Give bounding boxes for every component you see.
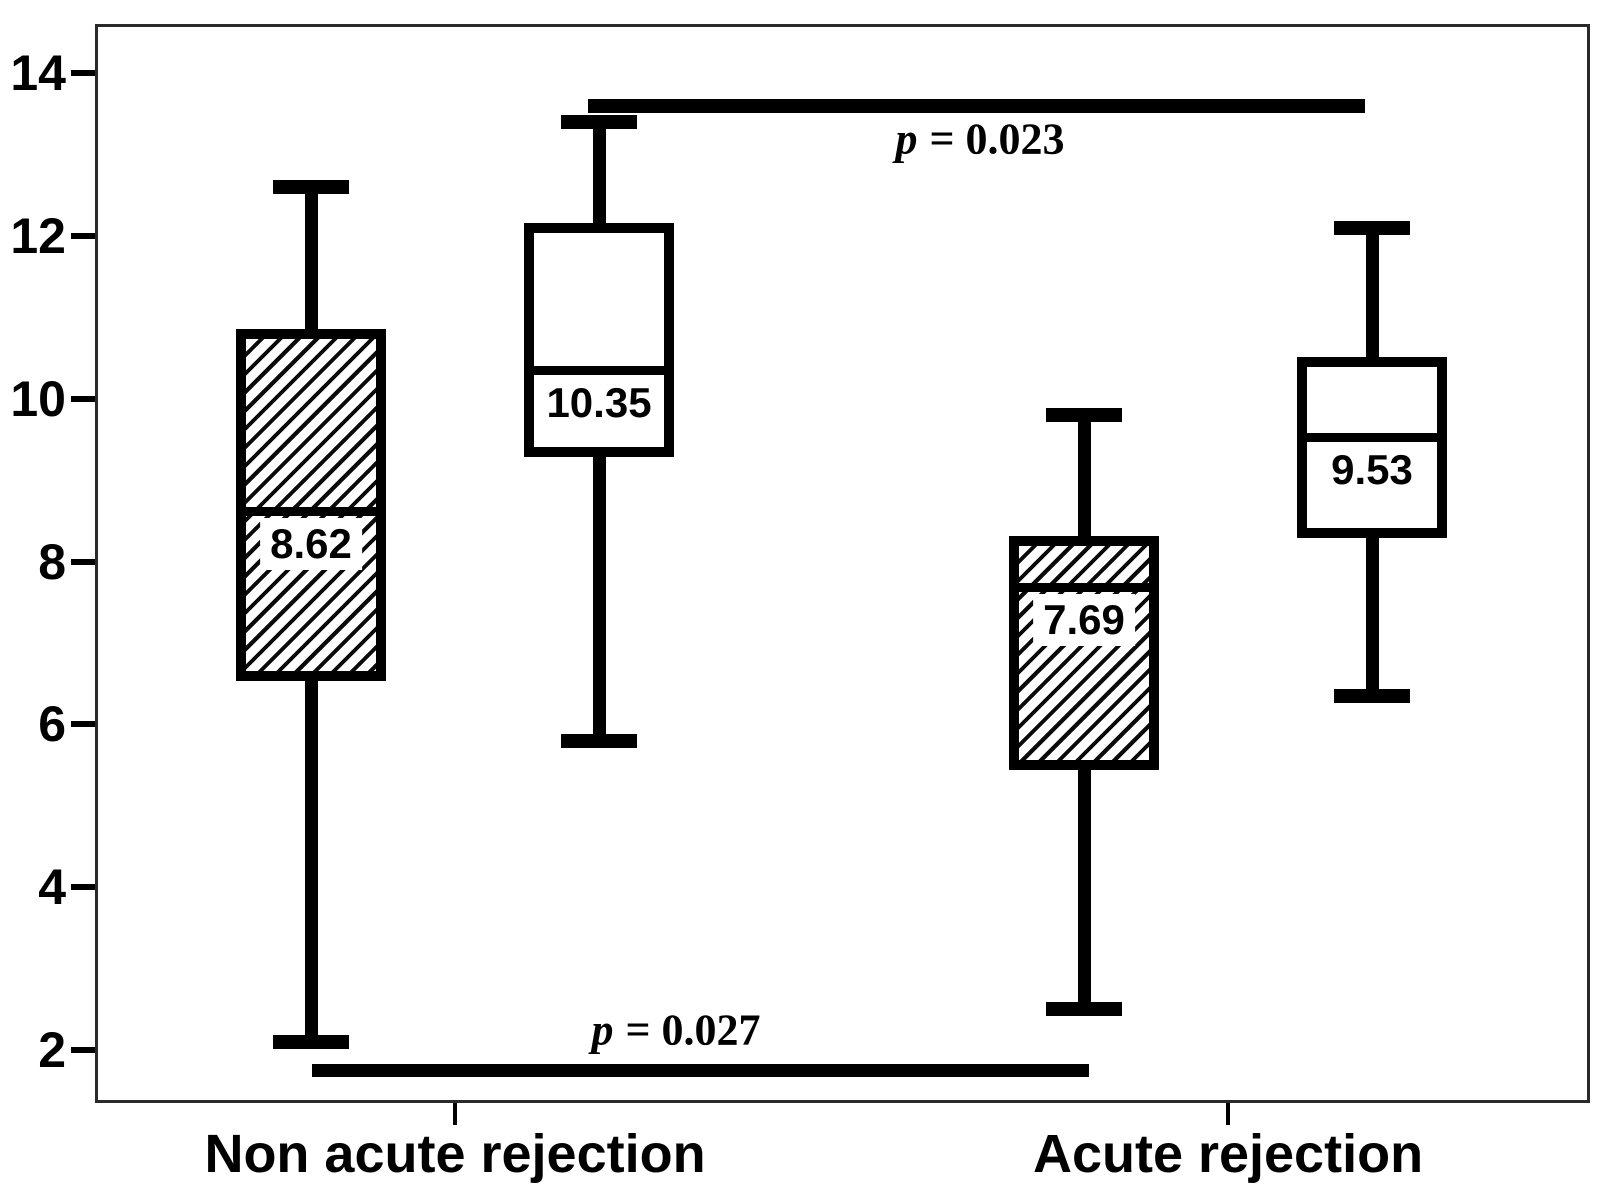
significance-bar xyxy=(588,99,1365,113)
y-axis-tick-label: 4 xyxy=(38,859,66,915)
whisker-lower-cap xyxy=(561,734,637,748)
median-line xyxy=(532,365,666,375)
whisker-lower-line xyxy=(1077,765,1091,1009)
whisker-upper-line xyxy=(1365,228,1379,362)
y-axis-tick xyxy=(71,70,95,76)
whisker-lower-line xyxy=(592,452,606,741)
y-axis-tick xyxy=(71,559,95,565)
whisker-lower-cap xyxy=(1046,1002,1122,1016)
whisker-upper-line xyxy=(304,187,318,334)
box-iqr-hatched xyxy=(1009,536,1159,770)
median-line xyxy=(244,506,378,516)
whisker-upper-line xyxy=(1077,415,1091,541)
y-axis-tick xyxy=(71,884,95,890)
whisker-lower-line xyxy=(1365,533,1379,696)
whisker-lower-cap xyxy=(273,1035,349,1049)
y-axis-tick-label: 8 xyxy=(38,534,66,590)
box-iqr-hatched xyxy=(236,329,386,681)
y-axis-tick xyxy=(71,233,95,239)
median-value-label: 9.53 xyxy=(1321,443,1423,496)
significance-bar xyxy=(312,1063,1089,1077)
median-value-label: 8.62 xyxy=(260,517,362,570)
y-axis-tick xyxy=(71,396,95,402)
y-axis-tick-label: 12 xyxy=(10,208,66,264)
p-value-text: = 0.027 xyxy=(625,1005,761,1055)
median-line xyxy=(1017,582,1151,592)
whisker-upper-cap xyxy=(561,115,637,129)
whisker-upper-cap xyxy=(1334,221,1410,235)
whisker-upper-line xyxy=(592,122,606,228)
p-value-text: = 0.023 xyxy=(929,114,1065,164)
median-value-label: 10.35 xyxy=(536,376,662,429)
median-value-label: 7.69 xyxy=(1033,593,1135,646)
whisker-lower-line xyxy=(304,676,318,1042)
y-axis-tick xyxy=(71,721,95,727)
median-line xyxy=(1305,432,1439,442)
p-value-label-top: p = 0.023 xyxy=(895,114,1064,165)
p-symbol: p xyxy=(591,1005,614,1055)
x-axis-tick xyxy=(1226,1103,1230,1125)
y-axis-tick-label: 10 xyxy=(10,371,66,427)
whisker-upper-cap xyxy=(273,180,349,194)
whisker-upper-cap xyxy=(1046,408,1122,422)
y-axis-tick-label: 6 xyxy=(38,696,66,752)
x-axis-label-acute-rejection: Acute rejection xyxy=(1032,1124,1424,1184)
p-symbol: p xyxy=(895,114,918,164)
y-axis-tick-label: 2 xyxy=(38,1022,66,1078)
x-axis-tick xyxy=(453,1103,457,1125)
x-axis-label-non-acute-rejection: Non acute rejection xyxy=(204,1124,706,1184)
y-axis-tick-label: 14 xyxy=(10,45,66,101)
y-axis-tick xyxy=(71,1047,95,1053)
p-value-label-bottom: p = 0.027 xyxy=(591,1005,760,1056)
whisker-lower-cap xyxy=(1334,689,1410,703)
